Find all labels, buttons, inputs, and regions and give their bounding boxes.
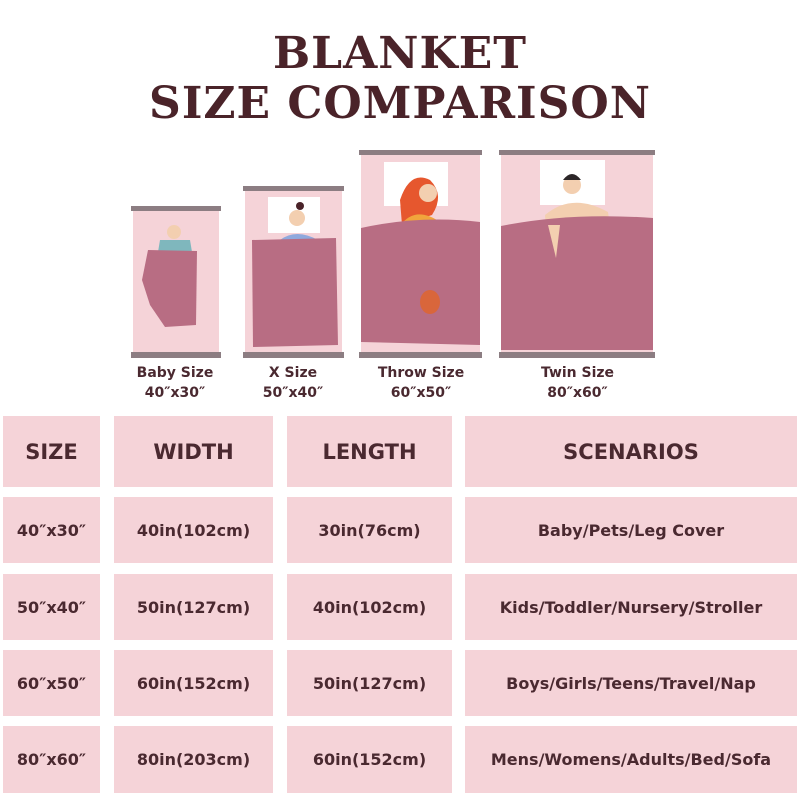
cell-width: 40in(102cm)	[114, 497, 273, 563]
cell-scenarios: Kids/Toddler/Nursery/Stroller	[465, 574, 797, 640]
cell-scenarios: Mens/Womens/Adults/Bed/Sofa	[465, 726, 797, 793]
title-line-1: BLANKET	[272, 28, 527, 79]
twin-size-bed-illustration	[499, 150, 655, 358]
blanket-illustrations	[131, 150, 655, 358]
cell-length: 50in(127cm)	[287, 650, 452, 716]
cell-size: 40″x30″	[3, 497, 100, 563]
header-width: WIDTH	[114, 416, 273, 487]
cell-width: 60in(152cm)	[114, 650, 273, 716]
cell-length: 60in(152cm)	[287, 726, 452, 793]
cell-width: 80in(203cm)	[114, 726, 273, 793]
bed-dims: 60″x50″	[390, 385, 452, 401]
bed-name: X Size	[268, 365, 318, 381]
header-size: SIZE	[3, 416, 100, 487]
header-scenarios: SCENARIOS	[465, 416, 797, 487]
bed-dims: 50″x40″	[262, 385, 324, 401]
bed-dims: 40″x30″	[144, 385, 206, 401]
bed-label-throw: Throw Size 60″x50″	[360, 363, 482, 403]
title-line-2: SIZE COMPARISON	[149, 78, 651, 129]
throw-size-bed-illustration	[359, 150, 482, 358]
bed-name: Throw Size	[377, 365, 465, 381]
header-length: LENGTH	[287, 416, 452, 487]
cell-size: 50″x40″	[3, 574, 100, 640]
cell-size: 60″x50″	[3, 650, 100, 716]
cell-length: 30in(76cm)	[287, 497, 452, 563]
bed-name: Baby Size	[136, 365, 214, 381]
cell-scenarios: Boys/Girls/Teens/Travel/Nap	[465, 650, 797, 716]
baby-bed-illustration	[131, 206, 221, 358]
bed-label-twin: Twin Size 80″x60″	[510, 363, 645, 403]
bed-dims: 80″x60″	[547, 385, 608, 401]
x-size-bed-illustration	[243, 186, 344, 358]
cell-size: 80″x60″	[3, 726, 100, 793]
bed-label-baby: Baby Size 40″x30″	[120, 363, 230, 403]
cell-width: 50in(127cm)	[114, 574, 273, 640]
bed-name: Twin Size	[540, 365, 615, 381]
cell-length: 40in(102cm)	[287, 574, 452, 640]
bed-label-x: X Size 50″x40″	[238, 363, 348, 403]
cell-scenarios: Baby/Pets/Leg Cover	[465, 497, 797, 563]
